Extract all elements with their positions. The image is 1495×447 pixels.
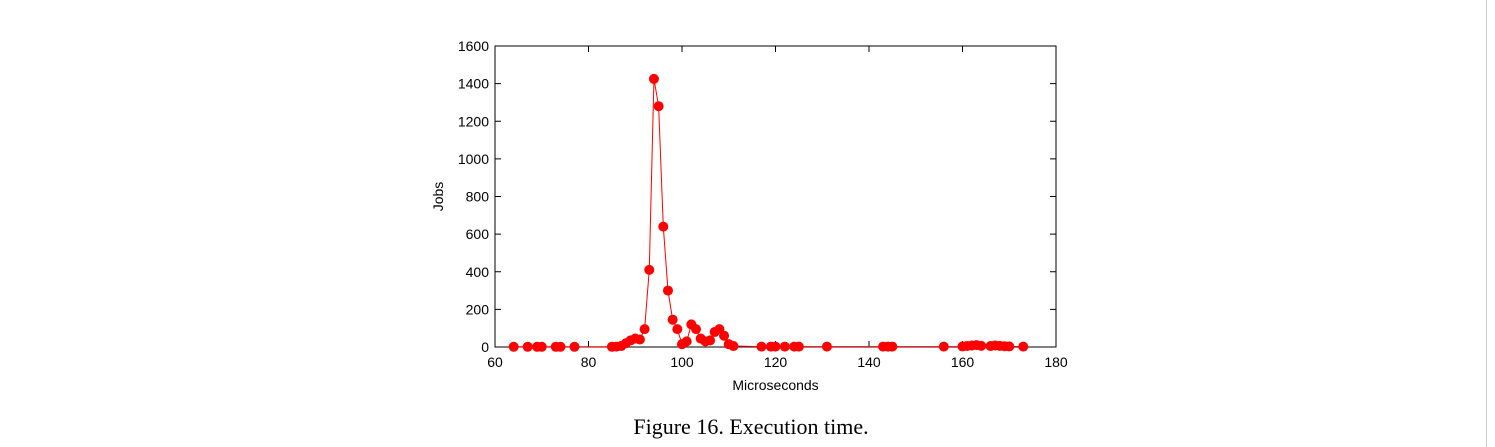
data-point: [644, 264, 655, 275]
data-point: [756, 341, 767, 352]
data-point: [648, 73, 659, 84]
data-point: [887, 341, 898, 352]
x-tick-label: 60: [487, 354, 503, 370]
y-tick-label: 800: [466, 189, 490, 205]
x-tick-label: 120: [764, 354, 788, 370]
data-point: [662, 285, 673, 296]
page-edge-rule: [1486, 0, 1487, 447]
data-point: [667, 314, 678, 325]
x-tick-label: 180: [1044, 354, 1068, 370]
series-line: [513, 78, 1024, 348]
x-tick-label: 100: [670, 354, 694, 370]
data-point: [672, 324, 683, 335]
data-point: [1018, 341, 1029, 352]
x-tick-label: 140: [857, 354, 881, 370]
y-tick-label: 1000: [458, 151, 489, 167]
x-tick-label: 80: [581, 354, 597, 370]
series-group: [508, 73, 1029, 352]
data-point: [639, 324, 650, 335]
data-point: [779, 341, 790, 352]
figure-caption: Figure 16. Execution time.: [633, 414, 868, 439]
data-point: [536, 341, 547, 352]
data-point: [821, 341, 832, 352]
x-tick-label: 160: [951, 354, 975, 370]
y-tick-label: 1200: [458, 113, 489, 129]
plot-frame: [494, 45, 1057, 348]
data-point: [770, 341, 781, 352]
data-point: [691, 324, 702, 335]
data-point: [658, 221, 669, 232]
data-point: [938, 341, 949, 352]
y-axis-ticks: 0 200 400 600 800 1000 1200 1400 1600: [458, 38, 1056, 355]
y-tick-label: 400: [466, 264, 490, 280]
x-axis-title: Microseconds: [732, 377, 818, 393]
data-point: [508, 341, 519, 352]
y-axis-title: Jobs: [430, 182, 446, 212]
data-point: [1004, 341, 1015, 352]
data-point: [976, 340, 987, 351]
y-tick-label: 200: [466, 301, 490, 317]
data-point: [569, 341, 580, 352]
y-tick-label: 1600: [458, 38, 489, 54]
data-point: [719, 330, 730, 341]
data-point: [728, 341, 739, 352]
y-tick-label: 600: [466, 226, 490, 242]
data-point: [681, 336, 692, 347]
plot-area-border: [494, 45, 1057, 348]
data-point: [634, 334, 645, 345]
data-point: [522, 341, 533, 352]
data-point: [793, 341, 804, 352]
x-axis-ticks: 60 80 100 120 140 160 180: [487, 46, 1068, 370]
data-point: [705, 335, 716, 346]
y-tick-label: 1400: [458, 76, 489, 92]
y-tick-label: 0: [481, 339, 489, 355]
data-point: [555, 341, 566, 352]
data-point: [653, 101, 664, 112]
